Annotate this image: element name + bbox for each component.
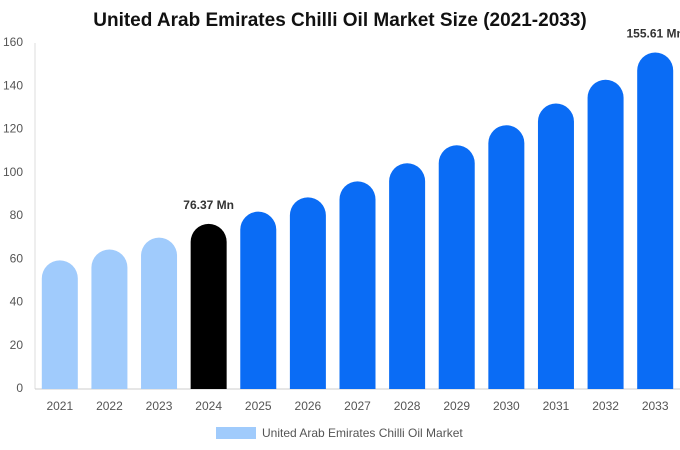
y-tick-label: 80 — [10, 208, 24, 222]
bar — [240, 211, 277, 389]
bar — [190, 223, 227, 389]
x-tick-label: 2025 — [245, 399, 272, 413]
x-tick-label: 2022 — [96, 399, 123, 413]
y-tick-label: 0 — [16, 381, 23, 395]
bar — [41, 260, 78, 389]
bar — [389, 163, 426, 389]
value-label: 155.61 Mn — [627, 27, 680, 41]
y-tick-label: 140 — [3, 78, 23, 92]
bar — [289, 197, 326, 389]
x-tick-label: 2031 — [543, 399, 570, 413]
y-tick-label: 40 — [10, 295, 24, 309]
bar — [637, 52, 674, 389]
bar — [141, 237, 178, 389]
bar — [537, 103, 574, 390]
x-tick-label: 2033 — [642, 399, 669, 413]
x-tick-label: 2032 — [592, 399, 619, 413]
y-tick-label: 100 — [3, 165, 23, 179]
chart-title: United Arab Emirates Chilli Oil Market S… — [93, 10, 586, 31]
value-label: 76.37 Mn — [183, 198, 234, 212]
y-tick-label: 20 — [10, 338, 24, 352]
bar — [587, 79, 624, 389]
bar — [438, 145, 475, 389]
x-tick-label: 2021 — [46, 399, 73, 413]
legend-swatch — [216, 427, 256, 439]
x-tick-label: 2028 — [394, 399, 421, 413]
y-tick-label: 120 — [3, 122, 23, 136]
bar — [91, 249, 128, 389]
x-tick-label: 2027 — [344, 399, 371, 413]
x-tick-label: 2024 — [195, 399, 222, 413]
y-tick-label: 60 — [10, 251, 24, 265]
y-tick-label: 160 — [3, 35, 23, 49]
x-tick-label: 2023 — [146, 399, 173, 413]
legend-label: United Arab Emirates Chilli Oil Market — [262, 426, 463, 440]
bar — [488, 125, 525, 389]
bar — [339, 181, 376, 389]
x-tick-label: 2026 — [295, 399, 322, 413]
x-tick-label: 2030 — [493, 399, 520, 413]
x-tick-label: 2029 — [443, 399, 470, 413]
